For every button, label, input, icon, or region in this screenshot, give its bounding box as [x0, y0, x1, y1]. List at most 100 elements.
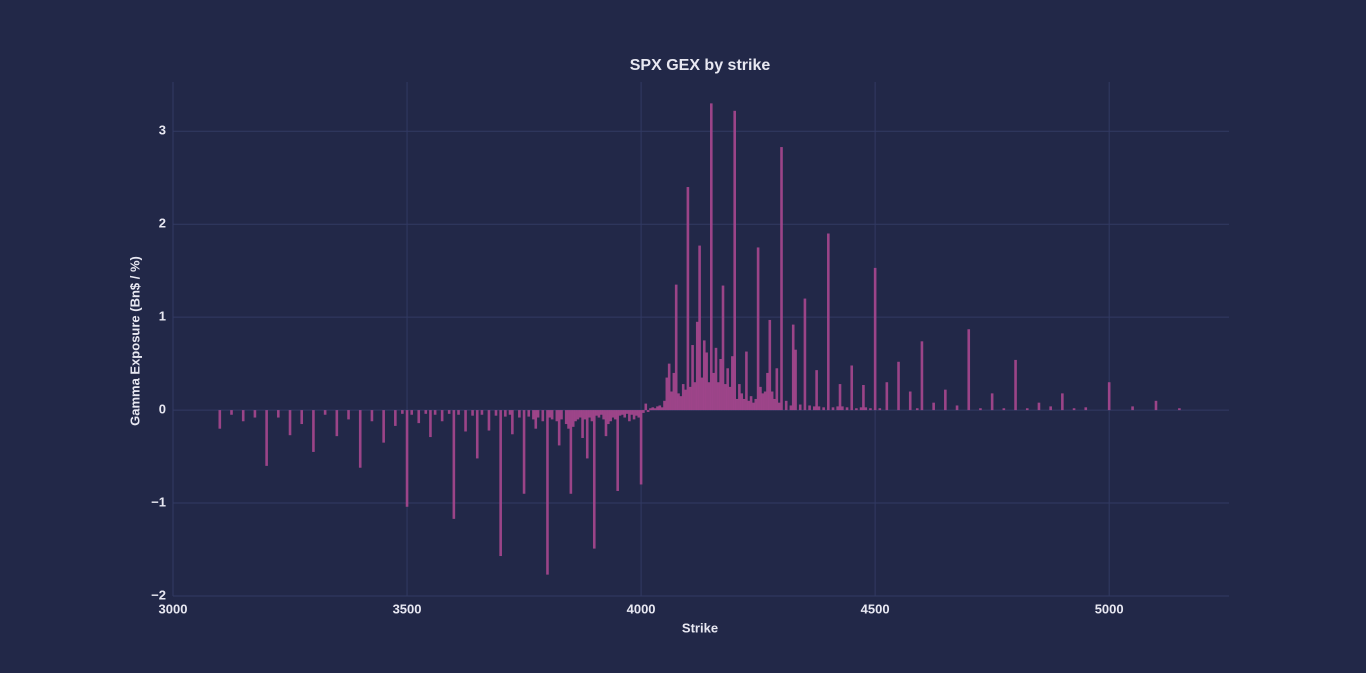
bar [747, 400, 751, 411]
bar [457, 410, 460, 415]
bar [1154, 400, 1158, 411]
bar [812, 406, 816, 411]
bar [827, 233, 830, 411]
bar [628, 410, 631, 422]
bar [791, 324, 795, 411]
bar [230, 410, 233, 415]
bar [1061, 393, 1064, 411]
bar [759, 386, 762, 411]
bar [639, 410, 643, 485]
bar [588, 410, 591, 418]
bar [585, 410, 589, 459]
x-tick-label: 5000 [1095, 601, 1124, 616]
bar [394, 410, 397, 426]
bar [761, 393, 765, 411]
bar [803, 298, 807, 411]
bar [878, 408, 882, 411]
bar [831, 407, 835, 411]
bar [681, 384, 685, 411]
bar [873, 267, 877, 411]
bar [607, 410, 610, 425]
bar [693, 382, 697, 411]
bar [763, 391, 767, 411]
bar [885, 382, 889, 411]
bar [471, 410, 474, 416]
bar [967, 329, 971, 411]
bar [944, 389, 947, 411]
bar [644, 403, 648, 411]
bar [541, 410, 545, 422]
bar [1049, 406, 1052, 411]
bar [604, 410, 608, 437]
bar [920, 341, 924, 411]
bar [798, 404, 802, 411]
bar [621, 410, 624, 415]
bar [838, 384, 842, 411]
bar [241, 410, 245, 422]
bar [649, 408, 652, 411]
bar [817, 406, 821, 411]
bar [288, 410, 292, 436]
bar [717, 382, 720, 411]
bar [702, 340, 706, 411]
bar [557, 410, 561, 446]
bar [1014, 359, 1017, 411]
bar [646, 410, 650, 412]
bar [1107, 382, 1111, 411]
bar [674, 284, 678, 411]
bar [499, 410, 502, 557]
bar [511, 410, 514, 435]
bar [1025, 408, 1029, 411]
bar [794, 349, 797, 411]
bar [714, 347, 718, 411]
bar [595, 410, 598, 416]
bar [452, 410, 456, 519]
bar [475, 410, 479, 459]
bar [684, 389, 687, 411]
bar [721, 285, 725, 411]
bar [700, 377, 704, 411]
bar [417, 410, 421, 424]
bar [218, 410, 222, 429]
bar [745, 351, 748, 411]
bar [756, 247, 760, 411]
bar [724, 384, 727, 411]
bar [688, 386, 692, 411]
bar [679, 396, 683, 411]
bar [1037, 402, 1041, 411]
bar [574, 410, 577, 422]
bar [625, 410, 629, 414]
bar [597, 410, 601, 418]
bar [487, 410, 491, 431]
bar [253, 410, 257, 418]
bar [347, 410, 350, 420]
bar [1002, 408, 1006, 411]
bar [602, 410, 605, 420]
bar [691, 345, 694, 411]
bar [564, 410, 568, 425]
bar [527, 410, 531, 417]
bar [614, 410, 617, 420]
bar [672, 372, 676, 411]
bar [990, 393, 994, 411]
bar [719, 358, 722, 411]
bar [630, 410, 634, 415]
bar [651, 407, 655, 411]
bar [546, 410, 549, 575]
y-tick-label: 3 [159, 123, 166, 138]
bar [752, 402, 755, 411]
bar [464, 410, 467, 432]
bar [686, 187, 690, 411]
bar [742, 398, 746, 411]
bar [695, 321, 699, 411]
bar [447, 410, 451, 414]
bar [590, 410, 594, 422]
bar [808, 405, 811, 411]
bar [733, 110, 737, 411]
x-tick-label: 4500 [861, 601, 890, 616]
bar [897, 361, 900, 411]
bar [532, 410, 535, 420]
bar [560, 410, 563, 420]
bar [522, 410, 526, 494]
